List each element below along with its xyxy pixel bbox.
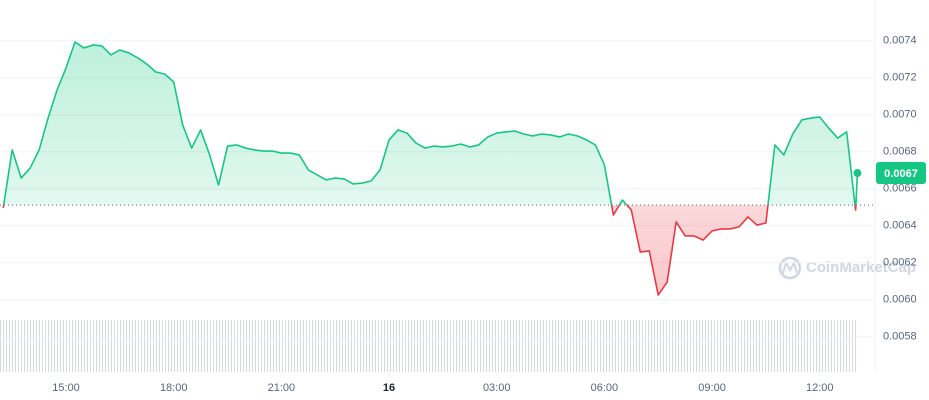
area-up [3, 42, 858, 206]
y-tick-label: 0.0070 [883, 109, 917, 121]
line-up [2, 41, 859, 206]
x-tick-label: 09:00 [698, 382, 726, 394]
x-tick-label: 03:00 [483, 382, 511, 394]
x-tick-label: 16 [383, 382, 395, 394]
y-tick-label: 0.0064 [883, 220, 917, 232]
y-tick-label: 0.0072 [883, 72, 917, 84]
y-tick-label: 0.0066 [883, 183, 917, 195]
last-point [853, 169, 862, 178]
y-tick-label: 0.0058 [883, 331, 917, 343]
y-tick-label: 0.0060 [883, 294, 917, 306]
x-tick-label: 18:00 [160, 382, 188, 394]
y-tick-label: 0.0068 [883, 146, 917, 158]
x-tick-label: 15:00 [52, 382, 80, 394]
y-tick-label: 0.0062 [883, 257, 917, 269]
line-down [2, 205, 857, 296]
x-tick-label: 12:00 [806, 382, 834, 394]
y-tick-label: 0.0074 [883, 35, 917, 47]
last-price-label: 0.0067 [884, 168, 918, 180]
last-price-badge [876, 162, 926, 185]
x-tick-label: 21:00 [268, 382, 296, 394]
volume-bars [0, 320, 858, 372]
area-down [3, 205, 858, 296]
x-tick-label: 06:00 [591, 382, 619, 394]
